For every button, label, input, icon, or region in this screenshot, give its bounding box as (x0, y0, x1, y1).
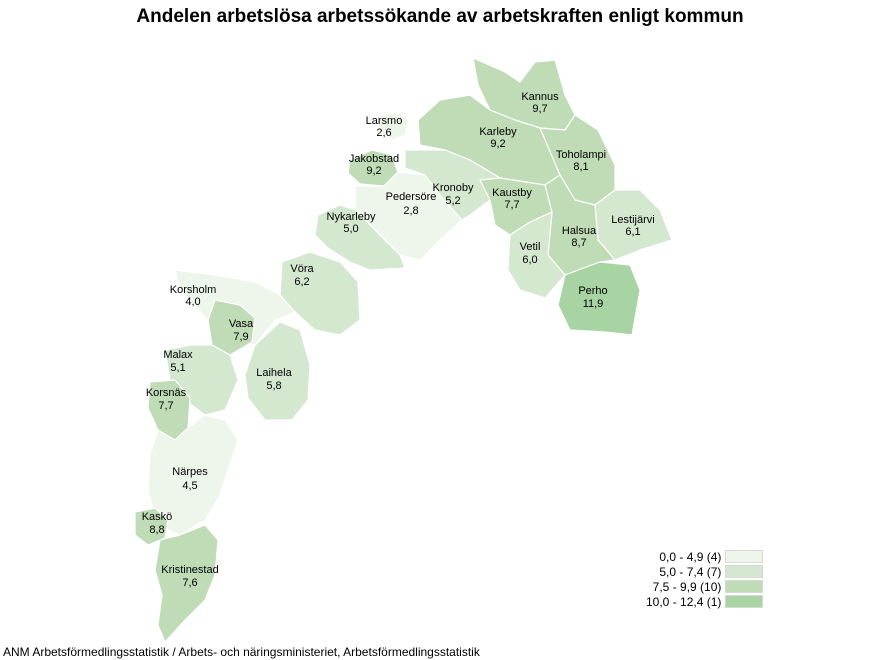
label-value-kronoby: 5,2 (445, 195, 460, 207)
label-value-laihela: 5,8 (266, 380, 281, 392)
legend-label: 7,5 - 9,9 (10) (652, 579, 722, 594)
label-name-narpes: Närpes (172, 466, 208, 478)
label-value-vora: 6,2 (294, 276, 309, 288)
label-value-malax: 5,1 (170, 362, 185, 374)
label-name-lestijarvi: Lestijärvi (611, 214, 654, 226)
map-title: Andelen arbetslösa arbetssökande av arbe… (136, 6, 744, 27)
legend-item: 10,0 - 12,4 (1) (646, 594, 764, 609)
label-value-korsholm: 4,0 (185, 296, 200, 308)
legend-label: 10,0 - 12,4 (1) (646, 594, 722, 609)
label-name-vetil: Vetil (520, 241, 541, 253)
label-value-vetil: 6,0 (522, 254, 537, 266)
label-name-kronoby: Kronoby (433, 182, 474, 194)
label-name-kaustby: Kaustby (492, 187, 532, 199)
label-name-karleby: Karleby (479, 126, 517, 138)
label-value-larsmo: 2,6 (376, 127, 391, 139)
label-name-vora: Vöra (290, 263, 314, 275)
source-note: ANM Arbetsförmedlingsstatistik / Arbets-… (3, 645, 480, 659)
area-perho (557, 261, 641, 336)
label-name-korsnas: Korsnäs (146, 387, 187, 399)
area-nykarleby (314, 204, 406, 271)
area-kasko (134, 507, 169, 546)
label-name-kannus: Kannus (521, 91, 559, 103)
area-narpes (147, 414, 239, 536)
label-name-kasko: Kaskö (142, 511, 173, 523)
label-name-larsmo: Larsmo (366, 115, 403, 127)
legend-swatch (725, 565, 764, 578)
label-value-narpes: 4,5 (182, 480, 197, 492)
label-name-korsholm: Korsholm (170, 284, 216, 296)
area-laihela (244, 321, 311, 421)
label-name-perho: Perho (578, 285, 607, 297)
label-value-perho: 11,9 (583, 298, 604, 310)
label-value-kasko: 8,8 (149, 524, 164, 536)
label-value-halsua: 8,7 (571, 237, 586, 249)
area-larsmo (377, 111, 409, 141)
label-name-pedersore: Pedersöre (386, 191, 437, 203)
label-name-vasa: Vasa (229, 318, 254, 330)
label-value-pedersore: 2,8 (403, 205, 418, 217)
label-value-vasa: 7,9 (233, 331, 248, 343)
legend-item: 7,5 - 9,9 (10) (646, 579, 764, 594)
area-kronoby (404, 149, 501, 221)
label-value-nykarleby: 5,0 (343, 223, 358, 235)
label-value-lestijarvi: 6,1 (625, 226, 640, 238)
legend-swatch (725, 580, 764, 593)
label-name-kristinestad: Kristinestad (161, 564, 218, 576)
legend-label: 5,0 - 7,4 (7) (659, 564, 722, 579)
label-value-kannus: 9,7 (532, 103, 547, 115)
legend-item: 5,0 - 7,4 (7) (646, 564, 764, 579)
area-kristinestad (154, 524, 219, 643)
label-value-kaustby: 7,7 (504, 199, 519, 211)
legend-swatch (725, 550, 764, 563)
area-vasa (207, 299, 256, 356)
label-name-nykarleby: Nykarleby (327, 211, 376, 223)
label-name-halsua: Halsua (562, 225, 597, 237)
map-labels: Larsmo 2,6 Kannus 9,7 Karleby 9,2 Tohola… (142, 91, 655, 589)
label-name-malax: Malax (163, 349, 193, 361)
legend-label: 0,0 - 4,9 (4) (659, 549, 722, 564)
map-legend: 0,0 - 4,9 (4) 5,0 - 7,4 (7) 7,5 - 9,9 (1… (646, 549, 764, 609)
label-value-korsnas: 7,7 (158, 400, 173, 412)
label-value-karleby: 9,2 (490, 138, 505, 150)
label-name-jakobstad: Jakobstad (349, 153, 399, 165)
label-value-jakobstad: 9,2 (366, 165, 381, 177)
label-name-toholampi: Toholampi (556, 149, 606, 161)
label-name-laihela: Laihela (256, 367, 292, 379)
label-value-toholampi: 8,1 (573, 161, 588, 173)
label-value-kristinestad: 7,6 (182, 577, 197, 589)
legend-item: 0,0 - 4,9 (4) (646, 549, 764, 564)
legend-swatch (725, 595, 764, 608)
